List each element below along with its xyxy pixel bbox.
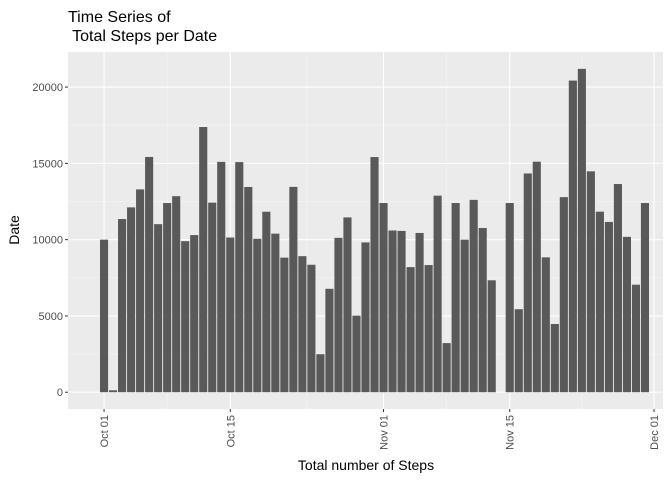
bar — [118, 219, 127, 393]
bar — [604, 221, 613, 393]
x-tick-label: Dec 01 — [649, 415, 661, 450]
bar — [505, 203, 514, 393]
y-tick-label: 5000 — [39, 311, 63, 323]
bar — [406, 267, 415, 393]
bar — [181, 241, 190, 393]
bar — [298, 256, 307, 393]
bar — [217, 161, 226, 393]
bar — [352, 315, 361, 393]
bar — [640, 203, 650, 393]
bar — [136, 189, 145, 393]
bar — [145, 156, 154, 393]
y-axis-title: Date — [6, 215, 22, 245]
chart-title-line1: Time Series of — [68, 9, 171, 26]
bar — [253, 238, 262, 393]
bar — [523, 173, 532, 393]
y-tick-label: 0 — [57, 387, 63, 399]
bar — [469, 199, 478, 393]
bar — [487, 280, 496, 393]
x-axis-title: Total number of Steps — [298, 457, 434, 473]
bar — [622, 236, 631, 393]
bar — [397, 230, 406, 393]
bar — [613, 184, 622, 393]
bar — [379, 203, 388, 393]
bar — [433, 195, 442, 393]
bar — [280, 257, 289, 393]
bar — [226, 237, 235, 393]
bar — [388, 230, 397, 393]
bar — [586, 171, 595, 393]
bar — [370, 157, 379, 393]
bar — [559, 197, 568, 393]
x-tick-label: Nov 01 — [379, 415, 391, 450]
bar — [109, 390, 118, 393]
bar — [244, 186, 253, 393]
x-tick-label: Oct 15 — [225, 415, 237, 447]
bar — [568, 80, 577, 393]
bar — [100, 239, 109, 393]
bar — [532, 161, 541, 393]
bar — [424, 265, 433, 393]
x-tick-label: Nov 15 — [505, 415, 517, 450]
bar — [631, 284, 641, 393]
x-axis: Oct 01 Oct 15 Nov 01 Nov 15 Dec 01 — [99, 409, 661, 450]
bar — [478, 227, 487, 393]
y-tick-label: 10000 — [32, 235, 63, 247]
bar — [325, 288, 334, 393]
bar — [307, 264, 316, 393]
bar — [550, 323, 559, 393]
bar — [208, 202, 217, 393]
bar — [334, 237, 343, 393]
bar — [361, 242, 370, 393]
bar — [451, 203, 460, 393]
bar — [199, 127, 208, 393]
x-tick-label: Oct 01 — [99, 415, 111, 447]
bar — [172, 196, 181, 393]
bar — [235, 162, 244, 393]
y-axis: 0 5000 10000 15000 20000 — [32, 82, 68, 399]
bar — [577, 68, 586, 393]
bar — [271, 233, 280, 393]
bar — [343, 217, 352, 393]
y-tick-label: 15000 — [32, 158, 63, 170]
bar — [154, 224, 163, 393]
bar — [289, 186, 298, 393]
bar — [190, 235, 199, 393]
y-tick-label: 20000 — [32, 82, 63, 94]
bar — [127, 207, 136, 393]
bar — [595, 211, 604, 393]
bar — [415, 232, 424, 393]
bar — [316, 354, 325, 393]
bar — [514, 309, 523, 393]
bar — [442, 343, 451, 393]
bar — [541, 257, 550, 393]
bar — [460, 239, 469, 393]
bar — [262, 211, 271, 393]
chart-title-line2: Total Steps per Date — [68, 28, 217, 45]
bars — [100, 68, 650, 393]
bar — [163, 203, 172, 393]
